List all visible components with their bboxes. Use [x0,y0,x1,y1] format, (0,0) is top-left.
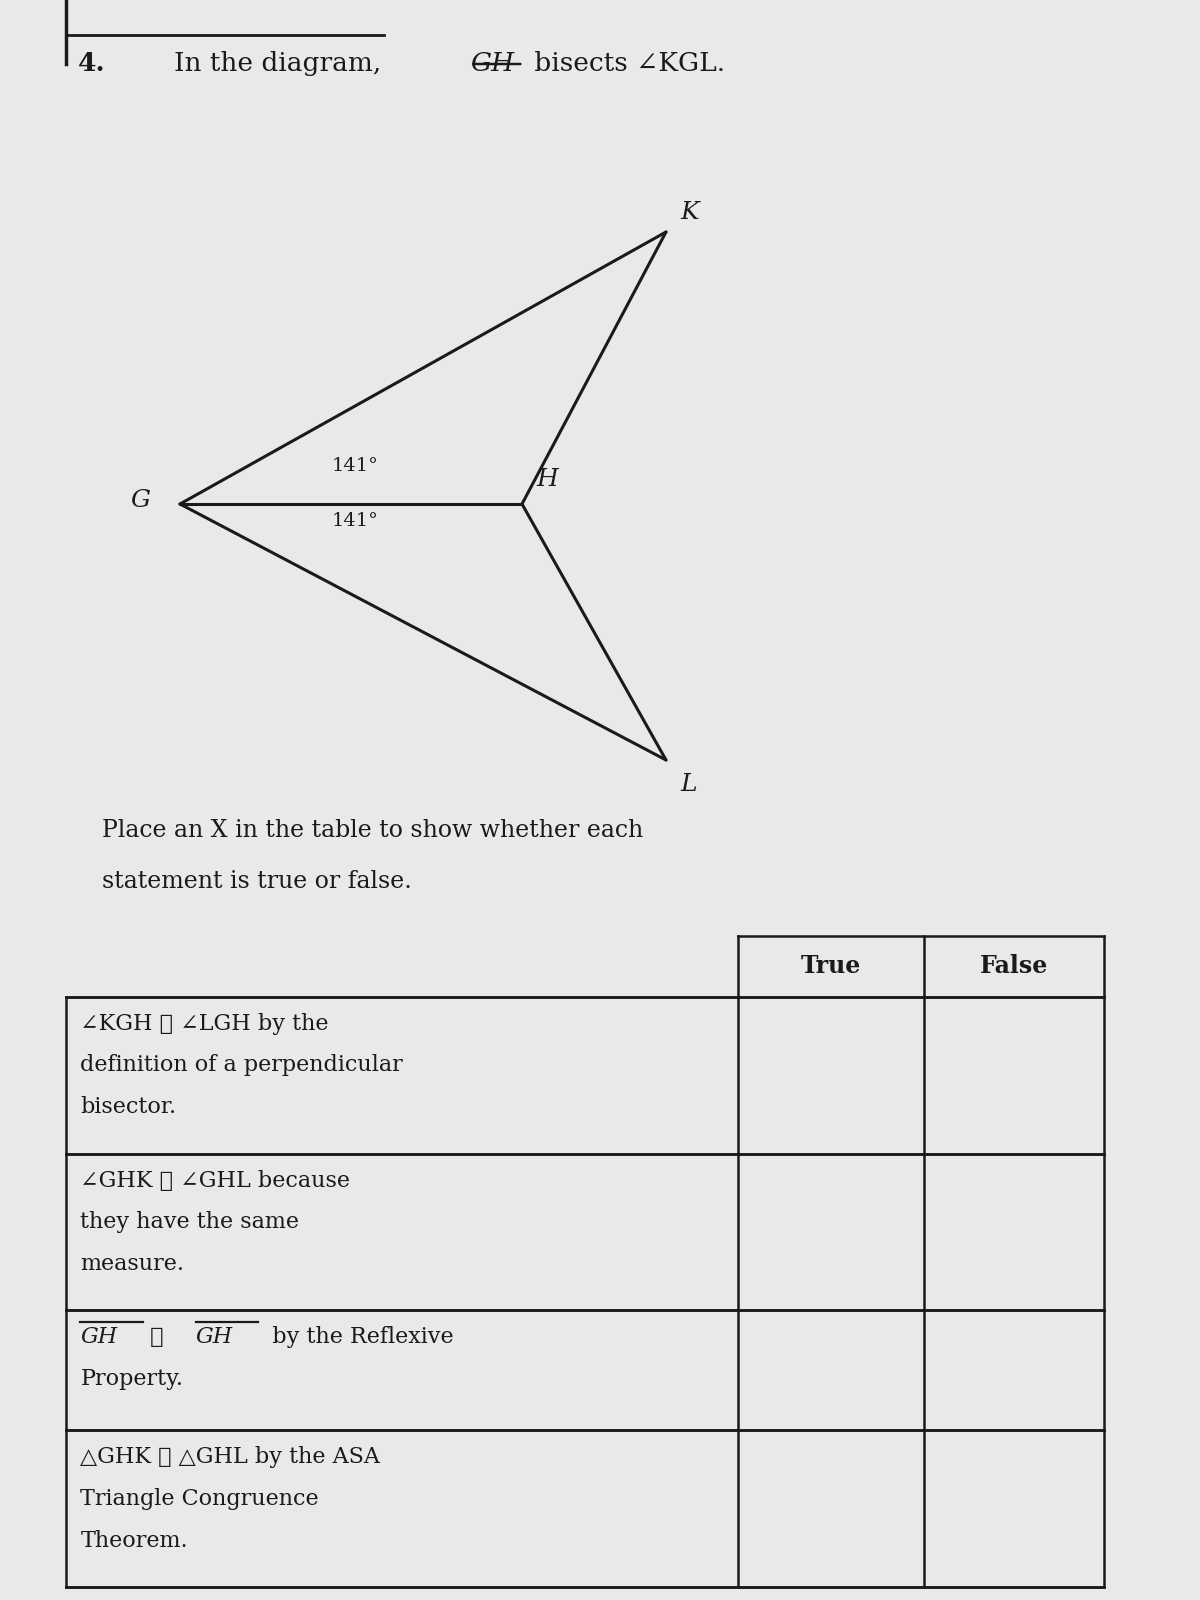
Text: 4.: 4. [78,51,106,77]
Text: G: G [130,490,150,512]
Text: 141°: 141° [331,458,378,475]
Text: ≅: ≅ [143,1326,170,1349]
Text: statement is true or false.: statement is true or false. [102,870,412,893]
Text: GH: GH [80,1326,118,1349]
Text: by the Reflexive: by the Reflexive [258,1326,454,1349]
Text: they have the same: they have the same [80,1211,300,1234]
Text: H: H [536,469,558,491]
Text: bisector.: bisector. [80,1096,176,1118]
Text: △GHK ≅ △GHL by the ASA: △GHK ≅ △GHL by the ASA [80,1446,380,1469]
Text: ∠KGH ≅ ∠LGH by the: ∠KGH ≅ ∠LGH by the [80,1013,329,1035]
Text: True: True [800,954,862,978]
Text: Triangle Congruence: Triangle Congruence [80,1488,319,1510]
Text: bisects ∠KGL.: bisects ∠KGL. [526,51,725,77]
Text: GH: GH [196,1326,233,1349]
Text: GH: GH [470,51,515,77]
Text: In the diagram,: In the diagram, [174,51,382,77]
Text: Property.: Property. [80,1368,184,1390]
Text: False: False [980,954,1048,978]
Text: K: K [680,202,700,224]
Text: measure.: measure. [80,1253,185,1275]
Text: 141°: 141° [331,512,378,530]
Text: Theorem.: Theorem. [80,1530,188,1552]
Text: definition of a perpendicular: definition of a perpendicular [80,1054,403,1077]
Text: Place an X in the table to show whether each: Place an X in the table to show whether … [102,819,643,842]
Text: L: L [680,773,697,795]
Text: ∠GHK ≅ ∠GHL because: ∠GHK ≅ ∠GHL because [80,1170,350,1192]
